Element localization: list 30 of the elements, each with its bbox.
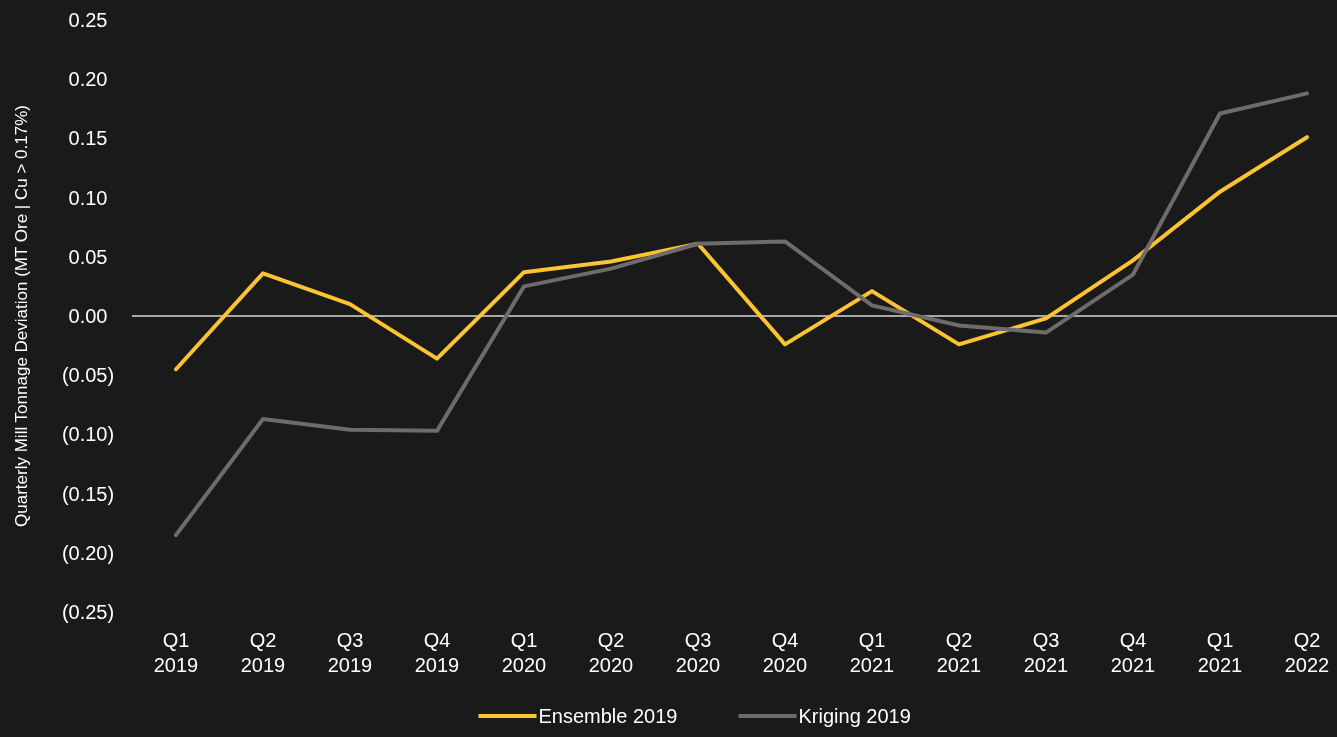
x-tick-label: Q2 2020 xyxy=(588,629,634,676)
x-tick-label: Q4 2020 xyxy=(762,629,808,676)
y-tick-label: (0.05) xyxy=(61,364,115,387)
x-tick-label: Q4 2021 xyxy=(1110,629,1156,676)
y-tick-label: (0.15) xyxy=(61,482,115,505)
y-tick-label: (0.10) xyxy=(61,423,115,446)
x-tick-label: Q3 2019 xyxy=(327,629,373,676)
y-axis-title: Quarterly Mill Tonnage Deviation (MT Ore | Cu > 0.17%) xyxy=(12,105,31,527)
legend-label: Ensemble 2019 xyxy=(538,705,678,727)
x-tick-label: Q1 2021 xyxy=(1197,629,1243,676)
y-tick-label: 0.15 xyxy=(68,127,108,150)
y-tick-label: 0.00 xyxy=(68,305,108,327)
x-tick-label: Q2 2021 xyxy=(936,629,982,676)
x-tick-label: Q4 2019 xyxy=(414,629,460,676)
x-tick-label: Q1 2021 xyxy=(849,629,895,676)
x-tick-label: Q2 2019 xyxy=(240,629,286,676)
x-tick-label: Q3 2020 xyxy=(675,629,721,676)
y-tick-label: (0.25) xyxy=(61,601,115,623)
x-tick-label: Q1 2020 xyxy=(501,629,547,676)
x-tick-label: Q1 2019 xyxy=(153,629,199,676)
x-tick-label: Q3 2021 xyxy=(1023,629,1069,676)
y-tick-label: (0.20) xyxy=(61,541,115,564)
y-tick-label: 0.20 xyxy=(68,68,108,91)
line-series xyxy=(174,91,1309,538)
y-tick-label: 0.10 xyxy=(68,186,108,209)
y-tick-label: 0.05 xyxy=(68,245,108,268)
legend-label: Kriging 2019 xyxy=(798,705,911,727)
y-tick-label: 0.25 xyxy=(68,9,108,31)
x-tick-label: Q2 2022 xyxy=(1284,629,1330,676)
line-series xyxy=(174,135,1309,372)
